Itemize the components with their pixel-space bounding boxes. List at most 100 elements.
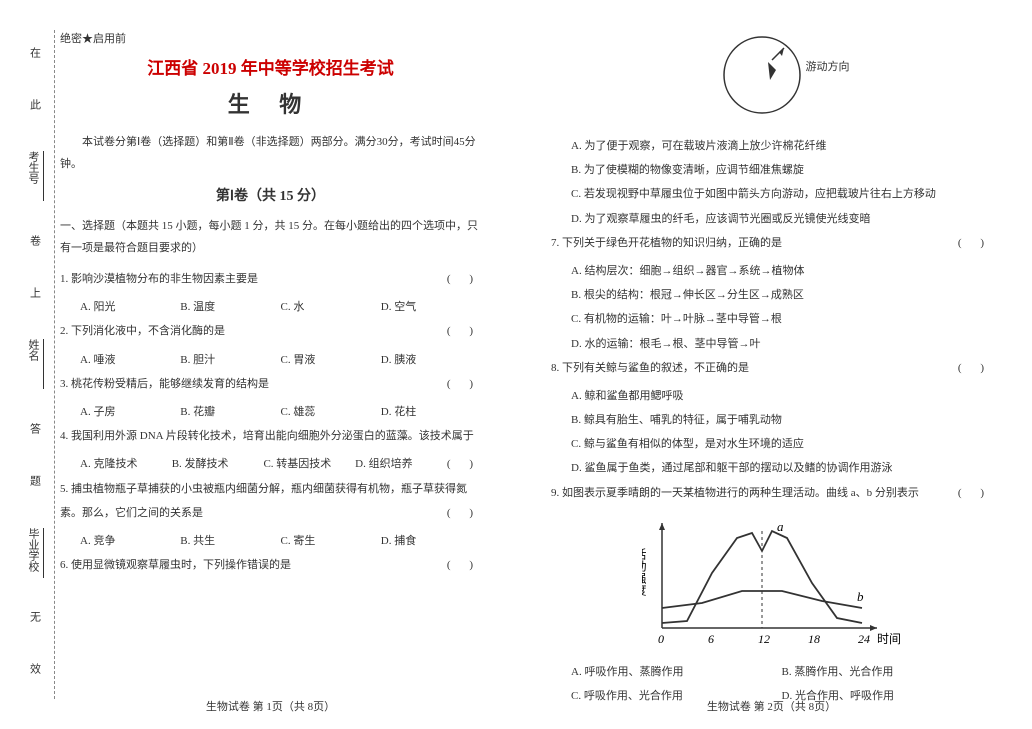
question-1: 1. 影响沙漠植物分布的非生物因素主要是 ( )	[60, 267, 481, 291]
question-5: 5. 捕虫植物瓶子草捕获的小虫被瓶内细菌分解，瓶内细菌获得有机物，瓶子草获得氮素…	[60, 477, 481, 525]
option-c: C. 转基因技术	[263, 452, 355, 476]
page-footer-right: 生物试卷 第 2页（共 8页）	[551, 698, 992, 714]
answer-blank: ( )	[958, 481, 992, 505]
svg-text:24: 24	[858, 632, 870, 646]
svg-text:12: 12	[758, 632, 770, 646]
exam-description: 本试卷分第Ⅰ卷（选择题）和第Ⅱ卷（非选择题）两部分。满分30分，考试时间45分钟…	[60, 131, 481, 175]
option-a: A. 唾液	[80, 348, 180, 372]
q6-option-d: D. 为了观察草履虫的纤毛，应该调节光圈或反光镜使光线变暗	[551, 207, 992, 231]
answer-blank: ( )	[447, 501, 481, 525]
page-left: 在 此 考生号 卷 上 姓名 答 题 毕业学校 无 效 绝密★启用前 江西省 2…	[0, 0, 516, 729]
question-text: 4. 我国利用外源 DNA 片段转化技术，培育出能向细胞外分泌蛋白的蓝藻。该技术…	[60, 430, 474, 442]
answer-blank: ( )	[447, 452, 481, 476]
option-c: C. 雄蕊	[281, 400, 381, 424]
q8-option-b: B. 鲸具有胎生、哺乳的特征，属于哺乳动物	[551, 408, 992, 432]
question-text: 1. 影响沙漠植物分布的非生物因素主要是	[60, 273, 258, 285]
question-text: 7. 下列关于绿色开花植物的知识归纳，正确的是	[551, 237, 782, 249]
q6-option-b: B. 为了使模糊的物像变清晰，应调节细准焦螺旋	[551, 158, 992, 182]
option-b: B. 发酵技术	[172, 452, 264, 476]
binding-field-name: 姓名	[25, 339, 44, 389]
question-text: 6. 使用显微镜观察草履虫时，下列操作错误的是	[60, 559, 291, 571]
question-3-options: A. 子房 B. 花瓣 C. 雄蕊 D. 花柱	[60, 400, 481, 424]
section-instructions: 一、选择题（本题共 15 小题，每小题 1 分，共 15 分。在每小题给出的四个…	[60, 215, 481, 259]
option-b: B. 共生	[180, 529, 280, 553]
page-right: 游动方向 A. 为了便于观察，可在载玻片液滴上放少许棉花纤维 B. 为了使模糊的…	[516, 0, 1032, 729]
binding-mark: 无	[27, 611, 43, 630]
q7-option-b: B. 根尖的结构：根冠→伸长区→分生区→成熟区	[551, 283, 992, 307]
q6-option-a: A. 为了便于观察，可在载玻片液滴上放少许棉花纤维	[551, 134, 992, 158]
question-1-options: A. 阳光 B. 温度 C. 水 D. 空气	[60, 295, 481, 319]
question-8: 8. 下列有关鲸与鲨鱼的叙述，不正确的是 ( )	[551, 356, 992, 380]
question-3: 3. 桃花传粉受精后，能够继续发育的结构是 ( )	[60, 372, 481, 396]
subject-title: 生 物	[60, 87, 481, 119]
question-4-options: A. 克隆技术 B. 发酵技术 C. 转基因技术 D. 组织培养	[60, 452, 447, 476]
option-a: A. 子房	[80, 400, 180, 424]
binding-mark: 题	[27, 475, 43, 494]
binding-mark: 卷	[27, 235, 43, 254]
binding-field-school: 毕业学校	[25, 528, 44, 578]
binding-mark: 此	[27, 99, 43, 118]
svg-text:6: 6	[708, 632, 714, 646]
svg-text:b: b	[857, 589, 864, 604]
confidential-label: 绝密★启用前	[60, 30, 481, 46]
binding-mark: 在	[27, 47, 43, 66]
option-c: C. 寄生	[281, 529, 381, 553]
option-a: A. 竞争	[80, 529, 180, 553]
binding-field-id: 考生号	[25, 151, 44, 201]
q8-option-a: A. 鲸和鲨鱼都用鳃呼吸	[551, 384, 992, 408]
svg-text:a: a	[777, 519, 784, 534]
answer-blank: ( )	[447, 319, 481, 343]
option-a: A. 呼吸作用、蒸腾作用	[571, 660, 782, 684]
svg-text:18: 18	[808, 632, 820, 646]
question-6: 6. 使用显微镜观察草履虫时，下列操作错误的是 ( )	[60, 553, 481, 577]
question-2: 2. 下列消化液中，不含消化酶的是 ( )	[60, 319, 481, 343]
question-text: 8. 下列有关鲸与鲨鱼的叙述，不正确的是	[551, 362, 749, 374]
q8-option-d: D. 鲨鱼属于鱼类，通过尾部和躯干部的摆动以及鳍的协调作用游泳	[551, 456, 992, 480]
exam-title: 江西省 2019 年中等学校招生考试	[60, 54, 481, 79]
q8-option-c: C. 鲸与鲨鱼有相似的体型，是对水生环境的适应	[551, 432, 992, 456]
question-4: 4. 我国利用外源 DNA 片段转化技术，培育出能向细胞外分泌蛋白的蓝藻。该技术…	[60, 424, 481, 448]
diagram-label: 游动方向	[806, 58, 850, 74]
q7-option-d: D. 水的运输：根毛→根、茎中导管→叶	[551, 332, 992, 356]
question-text: 2. 下列消化液中，不含消化酶的是	[60, 325, 225, 337]
page-footer-left: 生物试卷 第 1页（共 8页）	[60, 698, 481, 714]
svg-text:0: 0	[658, 632, 664, 646]
option-d: D. 花柱	[381, 400, 481, 424]
binding-mark: 效	[27, 663, 43, 682]
q6-option-c: C. 若发现视野中草履虫位于如图中箭头方向游动，应把载玻片往右上方移动	[551, 182, 992, 206]
binding-mark: 上	[27, 287, 43, 306]
q7-option-a: A. 结构层次：细胞→组织→器官→系统→植物体	[551, 259, 992, 283]
option-c: C. 水	[281, 295, 381, 319]
question-2-options: A. 唾液 B. 胆汁 C. 胃液 D. 胰液	[60, 348, 481, 372]
question-9: 9. 如图表示夏季晴朗的一天某植物进行的两种生理活动。曲线 a、b 分别表示 (…	[551, 481, 992, 505]
option-b: B. 温度	[180, 295, 280, 319]
answer-blank: ( )	[447, 267, 481, 291]
option-b: B. 花瓣	[180, 400, 280, 424]
question-text: 5. 捕虫植物瓶子草捕获的小虫被瓶内细菌分解，瓶内细菌获得有机物，瓶子草获得氮素…	[60, 483, 467, 519]
option-b: B. 蒸腾作用、光合作用	[782, 660, 993, 684]
q7-option-c: C. 有机物的运输：叶→叶脉→茎中导管→根	[551, 307, 992, 331]
answer-blank: ( )	[447, 372, 481, 396]
paramecium-diagram: 游动方向	[712, 30, 832, 124]
svg-text:时间: 时间	[877, 632, 901, 646]
option-c: C. 胃液	[281, 348, 381, 372]
section-title: 第Ⅰ卷（共 15 分）	[60, 185, 481, 205]
question-7: 7. 下列关于绿色开花植物的知识归纳，正确的是 ( )	[551, 231, 992, 255]
option-b: B. 胆汁	[180, 348, 280, 372]
option-d: D. 胰液	[381, 348, 481, 372]
option-a: A. 阳光	[80, 295, 180, 319]
option-d: D. 捕食	[381, 529, 481, 553]
answer-blank: ( )	[447, 553, 481, 577]
option-a: A. 克隆技术	[80, 452, 172, 476]
q9-chart: a b 活动强度 时间 0 6 12 18 24	[551, 513, 992, 652]
question-text: 3. 桃花传粉受精后，能够继续发育的结构是	[60, 378, 269, 390]
answer-blank: ( )	[958, 356, 992, 380]
option-d: D. 组织培养	[355, 452, 447, 476]
question-5-options: A. 竞争 B. 共生 C. 寄生 D. 捕食	[60, 529, 481, 553]
option-d: D. 空气	[381, 295, 481, 319]
answer-blank: ( )	[958, 231, 992, 255]
question-text: 9. 如图表示夏季晴朗的一天某植物进行的两种生理活动。曲线 a、b 分别表示	[551, 487, 919, 499]
svg-text:活动强度: 活动强度	[642, 547, 647, 595]
binding-mark: 答	[27, 423, 43, 442]
binding-margin: 在 此 考生号 卷 上 姓名 答 题 毕业学校 无 效	[15, 30, 55, 699]
